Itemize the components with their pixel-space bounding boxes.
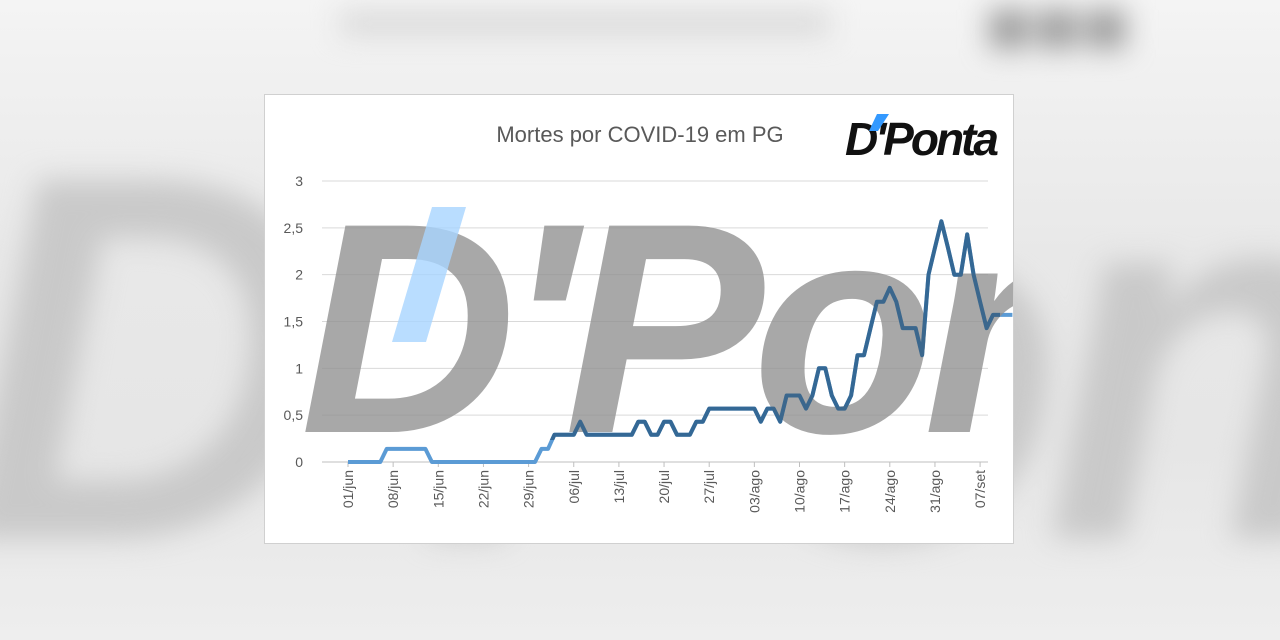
x-tick-label: 15/jun bbox=[430, 470, 446, 508]
chart-header: Mortes por COVID-19 em PG D'Ponta bbox=[496, 113, 1001, 165]
x-tick-label: 31/ago bbox=[927, 470, 943, 513]
background-logo: ■■■ bbox=[985, 0, 1130, 70]
watermark: D'Ponta bbox=[300, 160, 1013, 496]
series-overlay-group bbox=[549, 219, 1000, 440]
y-tick-label: 0,5 bbox=[284, 407, 304, 423]
logo-apostrophe-mark bbox=[869, 114, 889, 131]
y-tick-label: 0 bbox=[295, 454, 303, 470]
x-tick-label: 01/jun bbox=[340, 470, 356, 508]
y-tick-label: 2,5 bbox=[284, 220, 304, 236]
x-tick-label: 08/jun bbox=[385, 470, 401, 508]
x-tick-label: 06/jul bbox=[566, 470, 582, 503]
chart-card bbox=[264, 94, 1014, 544]
y-tick-label: 1,5 bbox=[284, 314, 304, 330]
series-line-over-watermark bbox=[549, 219, 1000, 440]
x-tick-label: 07/set bbox=[972, 470, 988, 508]
x-tick-label: 27/jul bbox=[701, 470, 717, 503]
dponta-logo: D'Ponta bbox=[845, 113, 998, 165]
x-tick-label: 29/jun bbox=[521, 470, 537, 508]
x-tick-label: 03/ago bbox=[746, 470, 762, 513]
x-tick-label: 24/ago bbox=[882, 470, 898, 513]
chart-title: Mortes por COVID-19 em PG bbox=[496, 122, 783, 147]
background-header: ▬▬▬▬▬▬▬ bbox=[340, 0, 830, 49]
x-tick-label: 10/ago bbox=[792, 470, 808, 513]
x-tick-label: 17/ago bbox=[837, 470, 853, 513]
y-tick-label: 1 bbox=[295, 360, 303, 376]
watermark-apostrophe-mark bbox=[392, 207, 466, 342]
y-tick-label: 2 bbox=[295, 267, 303, 283]
x-tick-label: 20/jul bbox=[656, 470, 672, 503]
x-tick-label: 22/jun bbox=[475, 470, 491, 508]
y-tick-label: 3 bbox=[295, 173, 303, 189]
x-tick-label: 13/jul bbox=[611, 470, 627, 503]
